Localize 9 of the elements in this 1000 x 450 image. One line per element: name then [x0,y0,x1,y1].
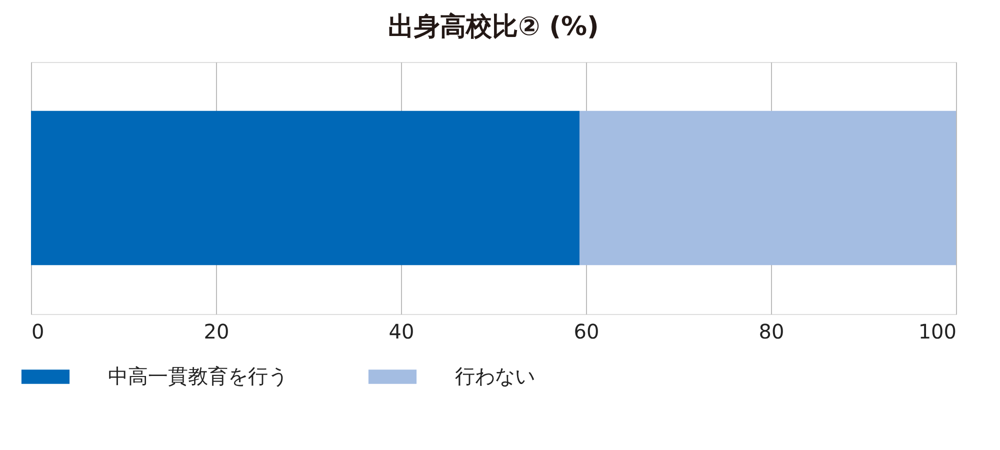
x-tick-label: 0 [32,320,44,344]
x-tick-label: 80 [758,320,784,344]
x-tick-label: 20 [204,320,230,344]
x-tick-label: 40 [388,320,414,344]
legend-label: 行わない [455,364,535,388]
x-tick-label: 60 [574,320,600,344]
chart-title: 出身高校比② (%) [388,12,599,42]
legend-label: 中高一貫教育を行う [108,364,288,388]
x-tick-label: 100 [918,320,956,344]
